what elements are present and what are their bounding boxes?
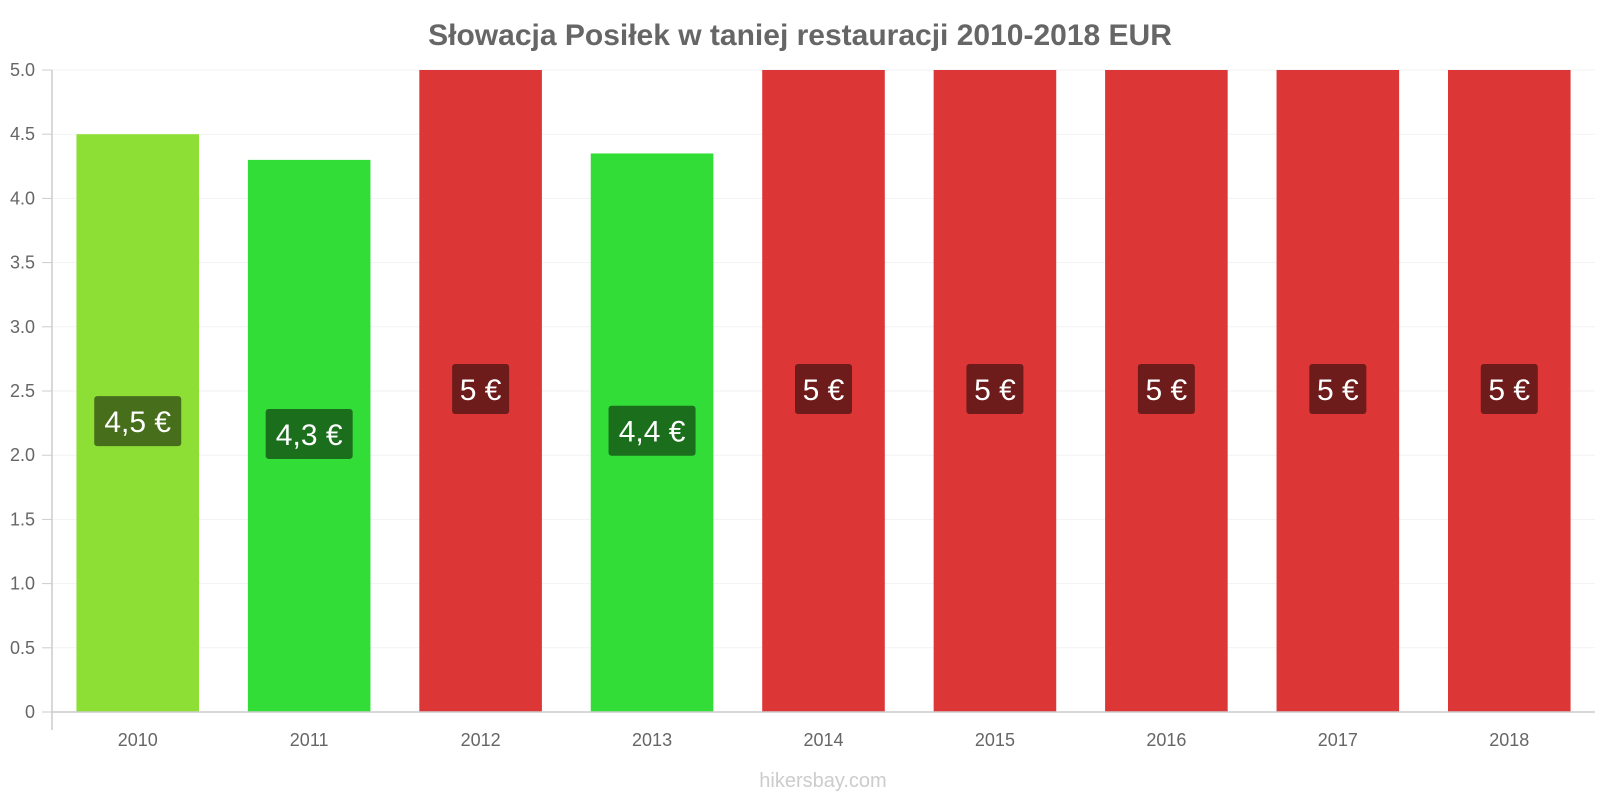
x-tick-label: 2016: [1146, 730, 1186, 750]
x-tick-label: 2013: [632, 730, 672, 750]
credit-text: hikersbay.com: [759, 770, 886, 792]
y-tick-label: 3.0: [10, 317, 35, 337]
data-label: 4,5 €: [104, 406, 171, 439]
data-label: 5 €: [1488, 374, 1530, 407]
data-label-bg: [94, 396, 182, 447]
data-label: 5 €: [803, 374, 845, 407]
y-tick-label: 4.0: [10, 188, 35, 208]
data-label: 4,3 €: [276, 419, 343, 452]
x-tick-label: 2012: [461, 730, 501, 750]
data-label: 5 €: [1317, 374, 1359, 407]
x-tick-label: 2015: [975, 730, 1015, 750]
data-label: 5 €: [974, 374, 1016, 407]
x-tick-label: 2017: [1318, 730, 1358, 750]
data-label-bg: [1309, 364, 1367, 414]
data-label: 4,4 €: [619, 416, 686, 449]
data-label: 5 €: [460, 374, 502, 407]
x-tick-label: 2011: [290, 730, 329, 750]
x-tick-label: 2010: [118, 730, 158, 750]
y-tick-label: 2.5: [10, 381, 35, 401]
x-tick-label: 2014: [803, 730, 843, 750]
data-label-bg: [966, 364, 1024, 414]
y-tick-label: 0: [25, 702, 35, 722]
y-tick-label: 4.5: [10, 124, 35, 144]
data-label: 5 €: [1146, 374, 1188, 407]
y-tick-label: 2.0: [10, 445, 35, 465]
x-tick-label: 2018: [1489, 730, 1529, 750]
data-label-bg: [1480, 364, 1538, 414]
y-tick-label: 1.5: [10, 509, 35, 529]
bars: 4,5 € 4,3 € 5 € 4,4 € 5 € 5 € 5 € 5 € 5 €: [76, 70, 1571, 712]
y-tick-label: 0.5: [10, 638, 35, 658]
data-label-bg: [452, 364, 510, 414]
data-label-bg: [608, 405, 696, 456]
y-tick-label: 1.0: [10, 574, 35, 594]
data-label-bg: [1137, 364, 1195, 414]
chart-title: Słowacja Posiłek w taniej restauracji 20…: [428, 19, 1172, 52]
y-tick-label: 3.5: [10, 253, 35, 273]
data-label-bg: [795, 364, 852, 414]
y-axis-ticks: 0 0.5 1.0 1.5 2.0 2.5 3.0 3.5 4.0 4.5 5.0: [10, 60, 52, 722]
x-axis-ticks: 2010 2011 2012 2013 2014 2015 2016 2017 2018: [118, 730, 1530, 750]
y-tick-label: 5.0: [10, 60, 35, 80]
data-label-bg: [265, 408, 353, 459]
